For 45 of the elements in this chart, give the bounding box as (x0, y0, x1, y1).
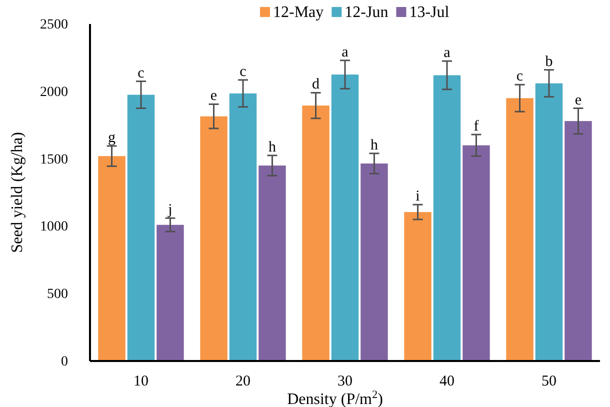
bar (156, 224, 184, 361)
y-tick-label: 1500 (40, 152, 68, 168)
data-label: a (342, 44, 349, 60)
bar (360, 164, 388, 361)
x-tick-label: 20 (236, 374, 250, 390)
data-label: e (574, 92, 582, 108)
data-label: f (474, 118, 479, 135)
bar (127, 94, 155, 361)
bar (229, 93, 257, 361)
bar (462, 145, 490, 361)
data-label: h (370, 137, 378, 154)
bar (258, 166, 286, 361)
data-label: c (240, 64, 247, 80)
x-tick-label: 40 (440, 374, 454, 390)
data-label: j (167, 202, 172, 218)
y-tick-label: 2000 (40, 84, 68, 100)
y-tick-label: 1000 (40, 220, 68, 235)
data-label: g (108, 130, 116, 146)
y-tick-label: 0 (61, 354, 68, 370)
bar (433, 75, 461, 361)
legend-label: 13-Jul (409, 4, 450, 21)
bar (98, 156, 126, 361)
y-axis-title: Seed yield (Kg/ha) (9, 132, 26, 253)
data-label: i (416, 188, 420, 205)
data-label: a (444, 45, 451, 62)
bar (535, 83, 563, 361)
y-tick-label: 500 (47, 287, 68, 302)
bar (331, 74, 359, 361)
data-label: e (210, 88, 218, 104)
data-label: c (138, 65, 145, 82)
data-label: h (268, 139, 276, 156)
bar (404, 212, 432, 361)
bar (200, 116, 228, 361)
bar (564, 121, 592, 361)
legend-label: 12-May (273, 4, 324, 21)
bar (506, 98, 534, 361)
data-label: c (516, 68, 524, 85)
y-tick-label: 2500 (40, 17, 68, 32)
x-tick-label: 50 (542, 374, 556, 390)
x-tick-label: 10 (134, 374, 148, 390)
x-tick-label: 30 (338, 374, 352, 390)
data-label: d (312, 76, 320, 93)
bar (302, 106, 330, 361)
legend-label: 12-Jun (344, 4, 388, 21)
data-label: b (545, 54, 553, 70)
